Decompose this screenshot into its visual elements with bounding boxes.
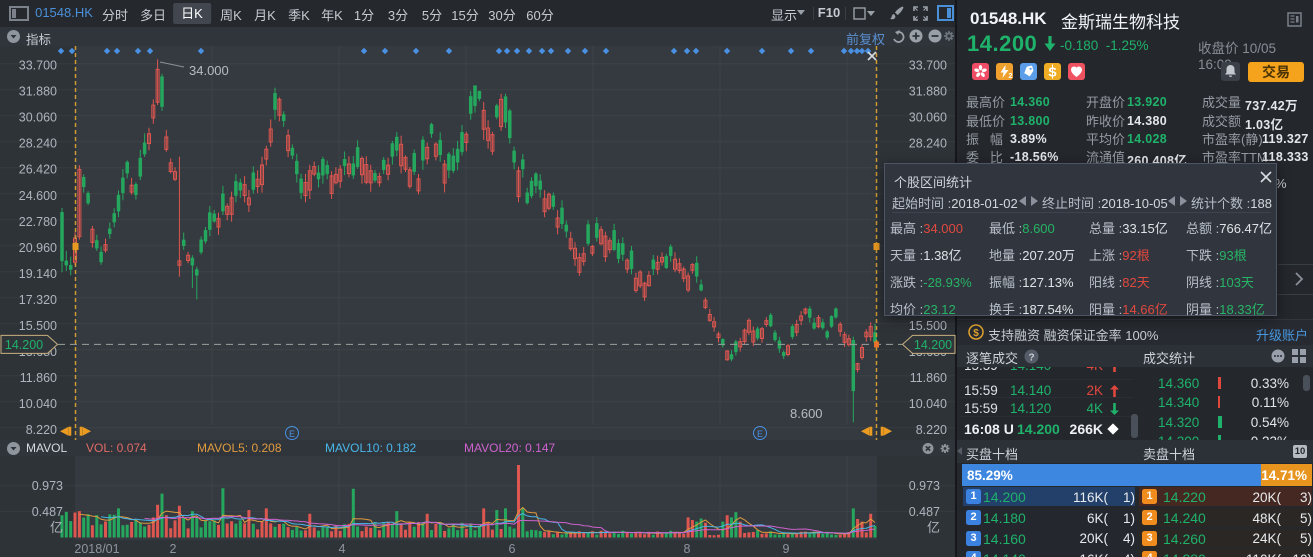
svg-text:6: 6 [509,542,516,556]
svg-text:22.780: 22.780 [19,215,57,229]
svg-text:8.220: 8.220 [916,423,947,437]
svg-text:30.060: 30.060 [909,111,947,125]
svg-text:14.200: 14.200 [5,338,43,352]
svg-text:8.220: 8.220 [26,423,57,437]
svg-text:17.320: 17.320 [19,293,57,307]
svg-text:10.040: 10.040 [19,397,57,411]
svg-text:0.973: 0.973 [909,479,940,493]
svg-text:31.880: 31.880 [19,85,57,99]
svg-text:33.700: 33.700 [19,59,57,73]
svg-text:28.240: 28.240 [19,137,57,151]
svg-text:11.860: 11.860 [20,371,57,385]
svg-text:30.060: 30.060 [19,111,57,125]
svg-text:15.500: 15.500 [909,319,947,333]
svg-text:?: ? [1028,353,1034,364]
svg-text:亿: 亿 [50,520,63,535]
svg-text:20.960: 20.960 [19,241,57,255]
svg-text:31.880: 31.880 [909,85,947,99]
svg-text:E: E [289,429,295,439]
svg-text:26.420: 26.420 [19,163,57,177]
svg-text:2: 2 [170,542,177,556]
svg-text:E: E [757,429,763,439]
svg-text:亿: 亿 [927,520,940,535]
svg-text:24.600: 24.600 [19,189,57,203]
svg-text:11.860: 11.860 [910,371,947,385]
svg-text:0.973: 0.973 [32,479,63,493]
svg-text:4: 4 [339,542,346,556]
svg-text:2: 2 [1009,73,1013,80]
svg-text:2018/01: 2018/01 [74,542,119,556]
svg-text:34.000: 34.000 [189,63,229,78]
svg-text:19.140: 19.140 [19,267,57,281]
svg-text:8: 8 [684,542,691,556]
svg-text:9: 9 [783,542,790,556]
svg-text:14.200: 14.200 [914,338,952,352]
svg-text:33.700: 33.700 [909,59,947,73]
svg-text:$: $ [973,328,979,339]
svg-text:15.500: 15.500 [19,319,57,333]
svg-text:28.240: 28.240 [909,137,947,151]
svg-text:10.040: 10.040 [909,397,947,411]
svg-text:8.600: 8.600 [790,406,823,421]
svg-text:0.487: 0.487 [32,505,63,519]
svg-text:0.487: 0.487 [909,505,940,519]
